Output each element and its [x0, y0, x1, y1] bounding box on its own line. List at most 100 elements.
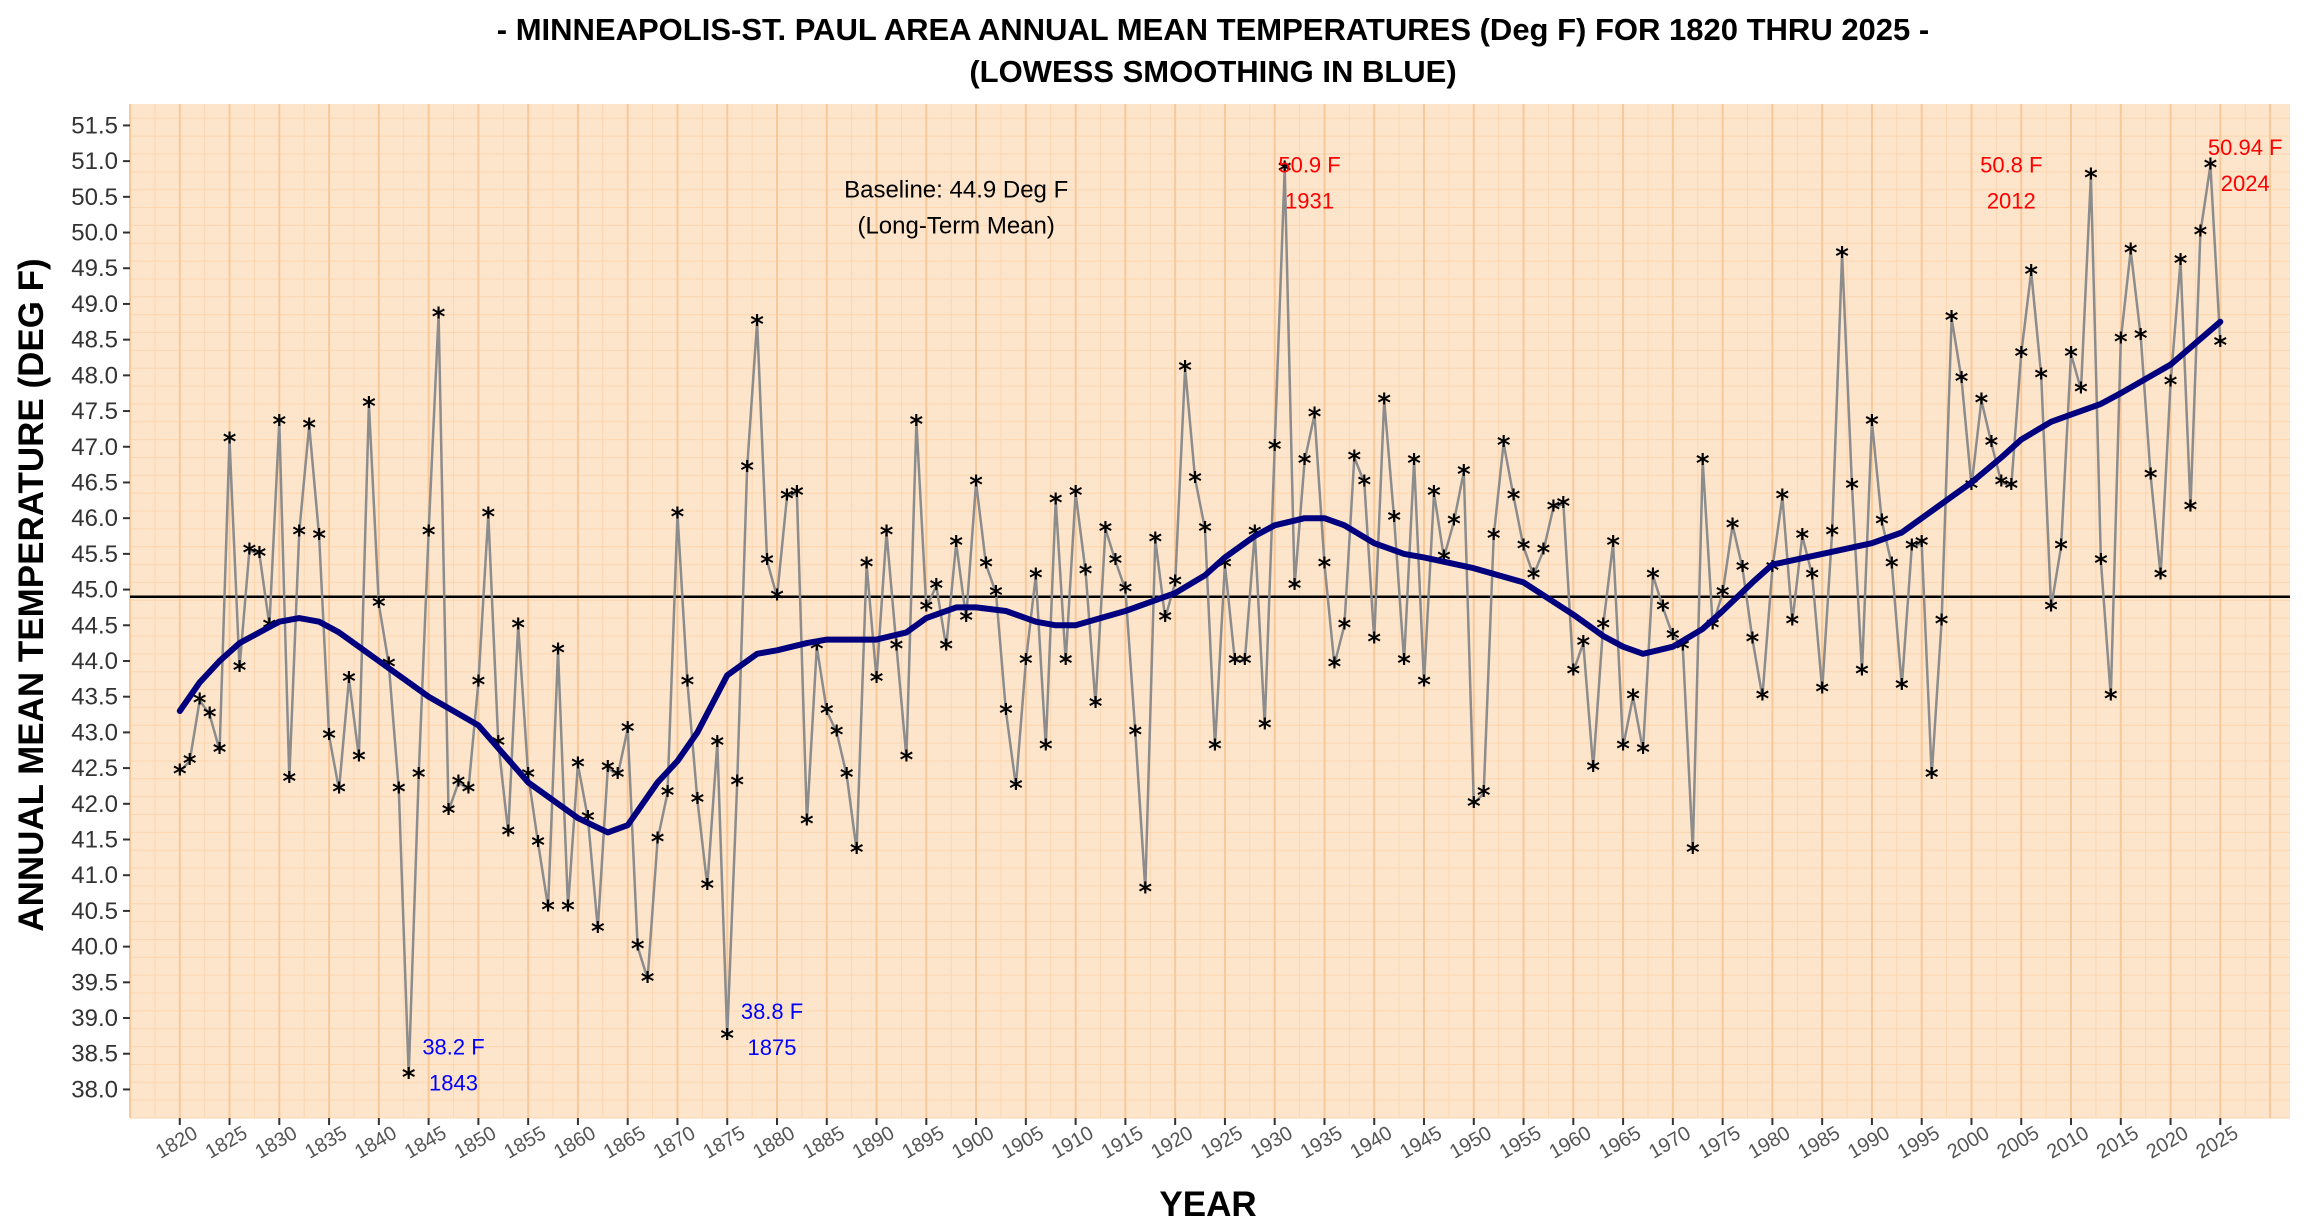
- y-tick-label: 41.5: [71, 827, 118, 854]
- data-point: *: [1039, 735, 1053, 765]
- data-point: *: [2074, 378, 2088, 408]
- y-tick-label: 44.0: [71, 648, 118, 675]
- y-tick-label: 43.0: [71, 719, 118, 746]
- data-point: *: [1746, 628, 1760, 658]
- data-point: *: [1208, 735, 1222, 765]
- data-point: *: [2134, 324, 2148, 354]
- data-point: *: [1178, 356, 1192, 386]
- chart-title-line1: - MINNEAPOLIS-ST. PAUL AREA ANNUAL MEAN …: [497, 12, 1929, 47]
- data-point: *: [2194, 221, 2208, 251]
- data-point: *: [332, 778, 346, 808]
- data-point: *: [661, 781, 675, 811]
- data-point: *: [641, 967, 655, 997]
- data-point: *: [1457, 460, 1471, 490]
- grid: [129, 104, 2290, 1119]
- annotation-value: 50.94 F: [2208, 135, 2283, 160]
- data-point: *: [631, 935, 645, 965]
- data-point: *: [2184, 495, 2198, 525]
- data-point: *: [1477, 781, 1491, 811]
- data-point: *: [1776, 485, 1790, 515]
- data-point: *: [1487, 524, 1501, 554]
- x-tick-label: 1890: [849, 1122, 899, 1163]
- data-point: *: [1109, 549, 1123, 579]
- data-point: *: [621, 717, 635, 747]
- data-point: *: [681, 670, 695, 700]
- x-axis-title: YEAR: [1159, 1185, 1256, 1223]
- data-point: *: [2054, 535, 2068, 565]
- x-tick-label: 2025: [2193, 1122, 2243, 1163]
- data-point: *: [2214, 331, 2228, 361]
- data-point: *: [939, 635, 953, 665]
- data-point: *: [2084, 163, 2098, 193]
- data-point: *: [551, 638, 565, 668]
- y-tick-label: 41.0: [71, 862, 118, 889]
- y-tick-label: 42.0: [71, 791, 118, 818]
- data-point: *: [1567, 660, 1581, 690]
- data-point: *: [880, 520, 894, 550]
- annotation-year: 1875: [748, 1035, 797, 1060]
- data-point: *: [561, 895, 575, 925]
- data-point: *: [1099, 517, 1113, 547]
- data-point: *: [870, 667, 884, 697]
- data-point: *: [1885, 553, 1899, 583]
- y-tick-label: 50.5: [71, 184, 118, 211]
- data-point: *: [790, 481, 804, 511]
- data-point: *: [1089, 692, 1103, 722]
- y-tick-label: 40.5: [71, 898, 118, 925]
- x-tick-label: 1860: [550, 1122, 600, 1163]
- data-point: *: [2164, 370, 2178, 400]
- y-axis-title: ANNUAL MEAN TEMPERATURE (DEG F): [12, 258, 51, 931]
- data-point: *: [1785, 610, 1799, 640]
- x-tick-label: 2020: [2143, 1122, 2193, 1163]
- x-tick-label: 1960: [1546, 1122, 1596, 1163]
- data-point: *: [1915, 531, 1929, 561]
- data-point: *: [362, 392, 376, 422]
- data-point: *: [462, 778, 476, 808]
- data-point: *: [292, 520, 306, 550]
- data-point: *: [322, 724, 336, 754]
- data-point: *: [2024, 260, 2038, 290]
- data-point: *: [541, 895, 555, 925]
- data-point: *: [949, 531, 963, 561]
- data-point: *: [1138, 877, 1152, 907]
- data-point: *: [1616, 735, 1630, 765]
- data-point: *: [1517, 535, 1531, 565]
- data-point: *: [501, 820, 515, 850]
- chart-title-line2: (LOWESS SMOOTHING IN BLUE): [969, 54, 1456, 89]
- data-point: *: [1576, 631, 1590, 661]
- x-tick-label: 2000: [1944, 1122, 1994, 1163]
- x-tick-label: 1990: [1844, 1122, 1894, 1163]
- annotation-year: 1843: [429, 1071, 478, 1096]
- data-point: *: [422, 520, 436, 550]
- x-tick-label: 1840: [351, 1122, 401, 1163]
- data-point: *: [591, 917, 605, 947]
- data-point: *: [472, 670, 486, 700]
- y-tick-label: 48.5: [71, 327, 118, 354]
- data-point: *: [1427, 481, 1441, 511]
- x-axis: 1820 1825 1830 1835 1840 1845 1850 1855 1860 1865…: [152, 1118, 2242, 1163]
- data-point: *: [1308, 403, 1322, 433]
- data-point: *: [1995, 470, 2009, 500]
- y-tick-label: 42.5: [71, 755, 118, 782]
- annotation-year: 1931: [1285, 189, 1334, 214]
- data-point: *: [860, 553, 874, 583]
- data-point: *: [1119, 578, 1133, 608]
- annual-mean-line: [178, 164, 2222, 1077]
- annotation-year: 2012: [1987, 189, 2036, 214]
- x-tick-label: 1880: [749, 1122, 799, 1163]
- data-point: *: [780, 485, 794, 515]
- data-point: *: [959, 606, 973, 636]
- x-tick-label: 1955: [1496, 1122, 1546, 1163]
- data-point: *: [392, 778, 406, 808]
- data-point: *: [1696, 449, 1710, 479]
- y-tick-label: 39.0: [71, 1005, 118, 1032]
- data-point: *: [989, 581, 1003, 611]
- x-tick-label: 2015: [2093, 1122, 2143, 1163]
- data-point: *: [1895, 674, 1909, 704]
- data-point: *: [1447, 510, 1461, 540]
- lowess-smooth-layer: [176, 318, 2224, 836]
- x-tick-label: 2005: [1993, 1122, 2043, 1163]
- data-point: *: [1417, 670, 1431, 700]
- x-tick-label: 1825: [202, 1122, 252, 1163]
- data-point: *: [1019, 649, 1033, 679]
